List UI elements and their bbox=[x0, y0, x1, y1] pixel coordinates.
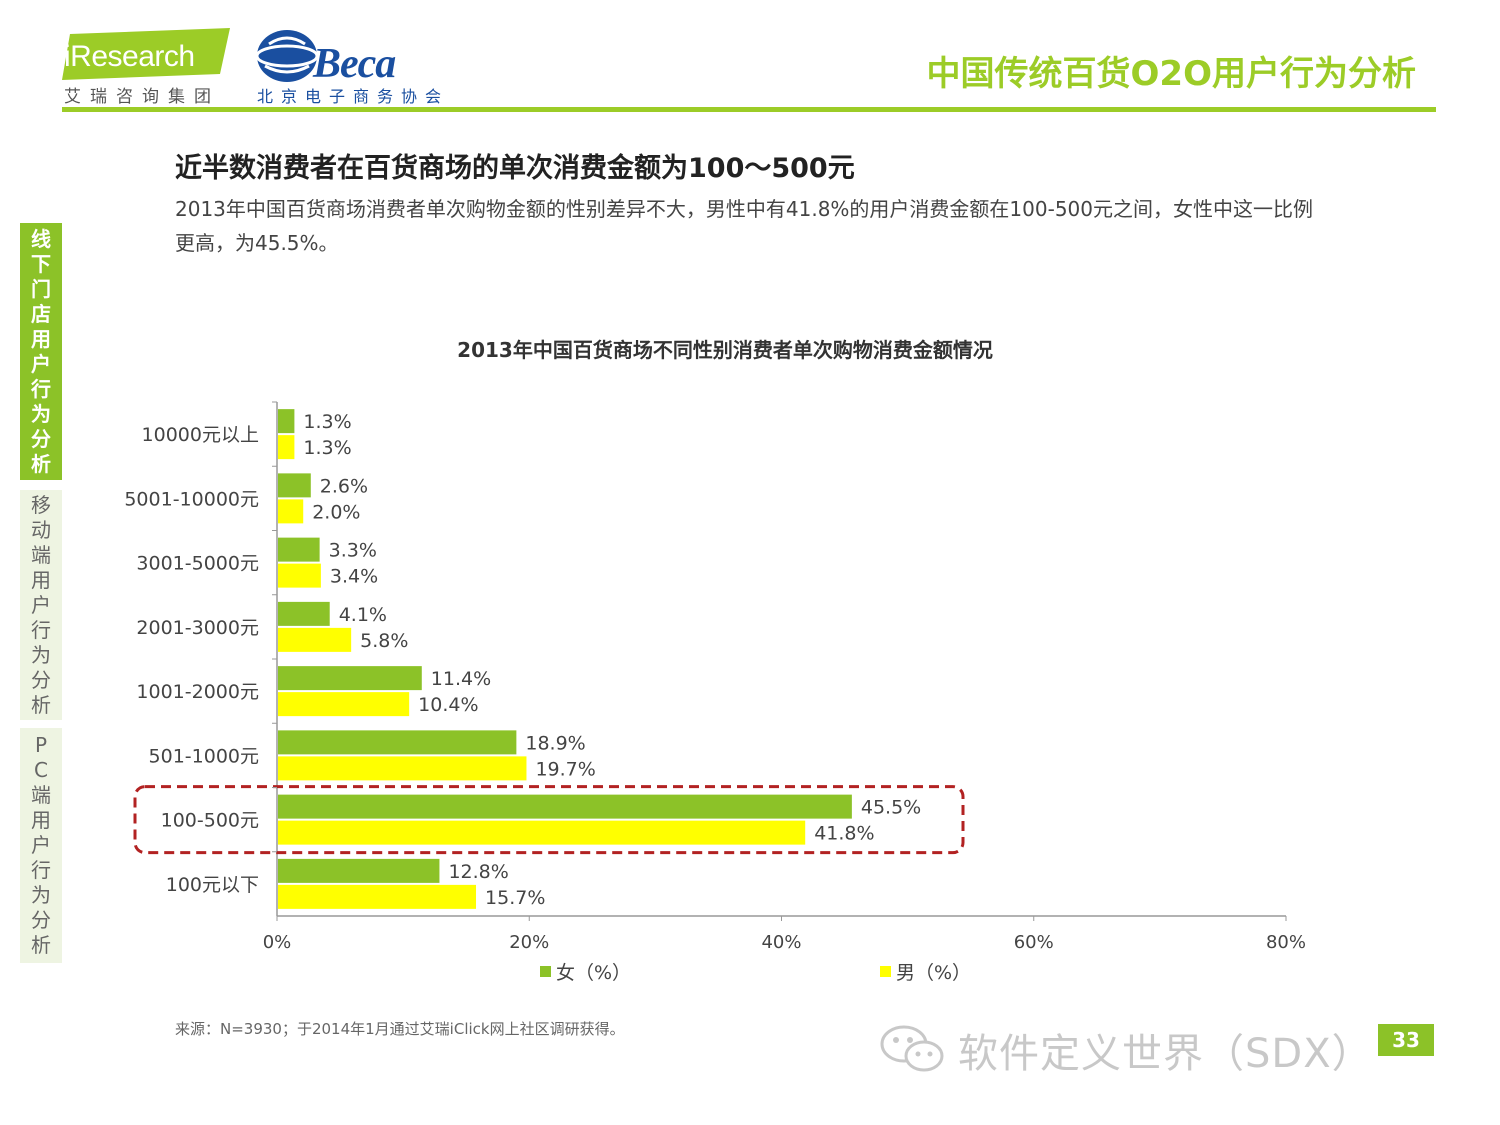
category-label: 100-500元 bbox=[161, 810, 259, 832]
category-label: 5001-10000元 bbox=[124, 488, 259, 510]
data-label-female: 2.6% bbox=[320, 475, 368, 497]
page-description: 2013年中国百货商场消费者单次购物金额的性别差异不大，男性中有41.8%的用户… bbox=[175, 197, 1313, 255]
legend-item-male: 男（%） bbox=[880, 958, 971, 985]
bar-male bbox=[278, 499, 304, 524]
data-label-female: 12.8% bbox=[448, 861, 508, 883]
data-label-male: 3.4% bbox=[330, 566, 378, 588]
nav-tab-mobile[interactable]: 移动端用户行为分析 bbox=[20, 490, 62, 720]
bar-male bbox=[278, 627, 352, 652]
beca-logo: Beca 北京电子商务协会 bbox=[255, 18, 460, 106]
iresearch-logo: iResearch 艾瑞咨询集团 bbox=[62, 18, 237, 107]
iresearch-logo-subtitle: 艾瑞咨询集团 bbox=[64, 87, 220, 107]
bar-female bbox=[278, 666, 422, 691]
chart-title: 2013年中国百货商场不同性别消费者单次购物消费金额情况 bbox=[457, 338, 993, 362]
bar-male bbox=[278, 692, 410, 717]
legend-label-male: 男（%） bbox=[896, 962, 972, 984]
bar-female bbox=[278, 537, 320, 562]
wechat-icon bbox=[880, 1025, 944, 1072]
data-label-female: 3.3% bbox=[329, 540, 377, 562]
bar-male bbox=[278, 820, 806, 845]
watermark: 软件定义世界（SDX） bbox=[878, 1020, 1373, 1080]
highlight-box bbox=[133, 785, 965, 855]
x-tick-label: 40% bbox=[761, 932, 801, 953]
data-label-female: 11.4% bbox=[431, 668, 491, 690]
bar-female bbox=[278, 730, 517, 755]
category-label: 10000元以上 bbox=[142, 424, 259, 446]
data-label-male: 10.4% bbox=[418, 694, 478, 716]
category-label: 100元以下 bbox=[166, 874, 259, 896]
page-headline: 近半数消费者在百货商场的单次消费金额为100～500元 bbox=[175, 153, 855, 184]
category-label: 3001-5000元 bbox=[136, 553, 259, 575]
watermark-text: 软件定义世界（SDX） bbox=[958, 1031, 1373, 1077]
chart-legend: 女（%） 男（%） bbox=[0, 958, 1500, 984]
data-label-female: 4.1% bbox=[339, 604, 387, 626]
x-tick-label: 60% bbox=[1014, 932, 1054, 953]
data-label-female: 1.3% bbox=[303, 411, 351, 433]
page-number: 33 bbox=[1378, 1024, 1434, 1056]
x-tick-label: 80% bbox=[1266, 932, 1306, 953]
x-tick-label: 0% bbox=[263, 932, 292, 953]
data-label-male: 1.3% bbox=[303, 437, 351, 459]
legend-label-female: 女（%） bbox=[556, 962, 632, 984]
iresearch-logo-plate bbox=[62, 28, 230, 80]
category-label: 2001-3000元 bbox=[136, 617, 259, 639]
nav-tab-mobile-label: 移动端用户行为分析 bbox=[31, 492, 51, 717]
x-tick-label: 20% bbox=[509, 932, 549, 953]
bar-male bbox=[278, 884, 477, 909]
header-divider bbox=[62, 107, 1436, 112]
source-note: 来源：N=3930；于2014年1月通过艾瑞iClick网上社区调研获得。 bbox=[175, 1020, 625, 1038]
iresearch-logo-text: iResearch bbox=[64, 40, 195, 73]
data-label-male: 15.7% bbox=[485, 887, 545, 909]
nav-tab-offline-label: 线下门店用户行为分析 bbox=[31, 226, 51, 476]
category-label: 1001-2000元 bbox=[136, 681, 259, 703]
bar-female bbox=[278, 473, 311, 498]
data-label-male: 5.8% bbox=[360, 630, 408, 652]
nav-tab-pc-label: PC端用户行为分析 bbox=[31, 733, 51, 957]
data-label-female: 45.5% bbox=[861, 797, 921, 819]
bar-male bbox=[278, 756, 527, 781]
data-label-male: 19.7% bbox=[535, 758, 595, 780]
beca-logo-subtitle: 北京电子商务协会 bbox=[257, 87, 450, 106]
category-label: 501-1000元 bbox=[149, 745, 259, 767]
data-label-male: 41.8% bbox=[814, 823, 874, 845]
nav-tab-pc[interactable]: PC端用户行为分析 bbox=[20, 728, 62, 963]
legend-swatch-male bbox=[880, 966, 891, 977]
bar-female bbox=[278, 858, 440, 883]
nav-tab-offline-store[interactable]: 线下门店用户行为分析 bbox=[20, 223, 62, 480]
bar-female bbox=[278, 601, 330, 626]
data-label-male: 2.0% bbox=[312, 501, 360, 523]
legend-item-female: 女（%） bbox=[540, 958, 631, 985]
beca-logo-text: Beca bbox=[313, 41, 396, 87]
bar-female bbox=[278, 794, 852, 819]
bar-male bbox=[278, 563, 321, 588]
bar-male bbox=[278, 435, 295, 460]
data-label-female: 18.9% bbox=[525, 732, 585, 754]
bar-female bbox=[278, 409, 295, 434]
globe-icon bbox=[255, 30, 319, 82]
chart-title-wrap: 2013年中国百货商场不同性别消费者单次购物消费金额情况 bbox=[0, 334, 1450, 363]
legend-swatch-female bbox=[540, 966, 551, 977]
header-title: 中国传统百货O2O用户行为分析 bbox=[926, 54, 1416, 94]
